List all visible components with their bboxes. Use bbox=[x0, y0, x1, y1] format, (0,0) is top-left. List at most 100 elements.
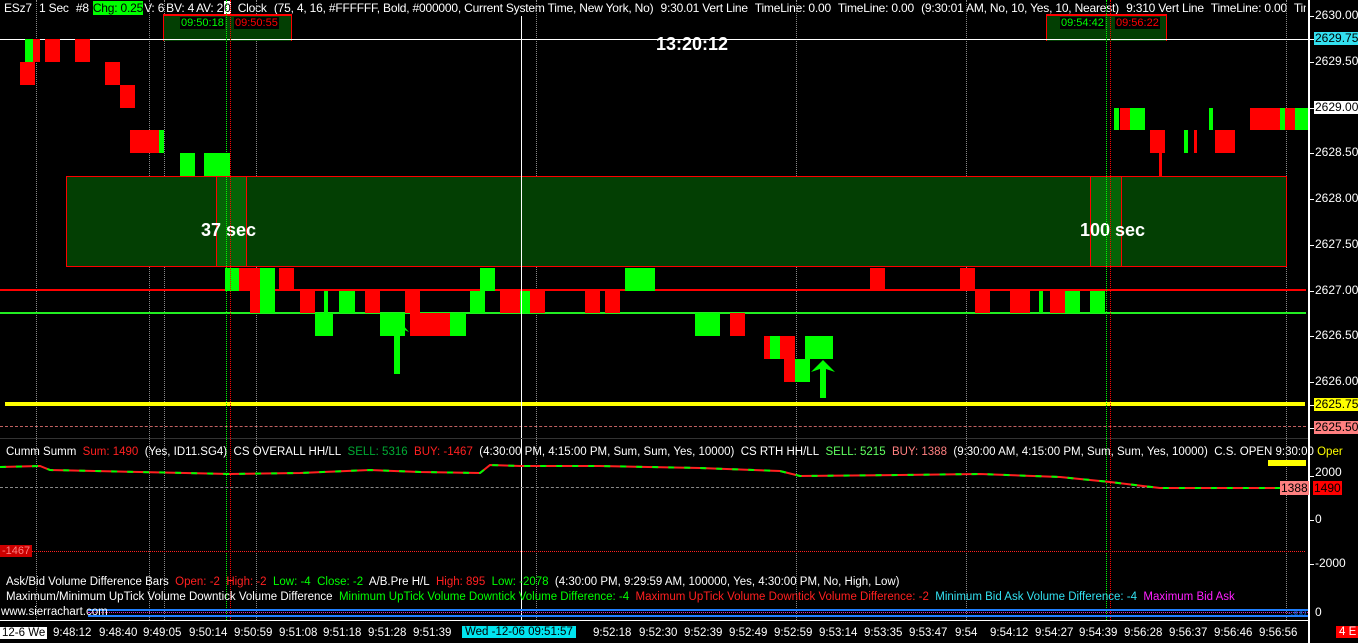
price-bar bbox=[960, 267, 975, 291]
chart-header: ESz7 1 Sec #8 Chg: 0.25V: 6 BV: 4 AV: 20 Cl… bbox=[4, 1, 1306, 15]
clock-study-params: (75, 4, 16, #FFFFFF, Bold, #000000, Curr… bbox=[273, 1, 654, 15]
price-bar bbox=[1090, 290, 1105, 314]
price-bar bbox=[1120, 107, 1130, 131]
price-bar bbox=[1209, 107, 1213, 131]
time-label: 9:50:59 bbox=[234, 627, 273, 639]
gridline bbox=[164, 0, 165, 620]
price-bar bbox=[500, 290, 520, 314]
price-bar bbox=[250, 290, 260, 314]
study-name: CS RTH HH/LL bbox=[740, 446, 820, 458]
vert-line-params: (9:30:01 AM, No, 10, Yes, 10, Nearest) bbox=[921, 1, 1119, 15]
price-bar bbox=[1130, 107, 1145, 131]
price-bar bbox=[975, 290, 990, 314]
gridline bbox=[36, 0, 37, 620]
price-bar bbox=[1184, 130, 1188, 154]
crosshair-vertical bbox=[521, 16, 522, 620]
rth-level-line bbox=[0, 487, 1280, 488]
high-value: High: -2 bbox=[226, 576, 267, 588]
price-bar bbox=[780, 336, 795, 360]
sell-value: SELL: 5316 bbox=[347, 446, 408, 458]
time-label: 9:54:39 bbox=[1079, 627, 1118, 639]
price-bar bbox=[20, 61, 35, 85]
price-bar bbox=[695, 313, 720, 337]
price-bar bbox=[1065, 290, 1080, 314]
price-bar bbox=[1280, 107, 1285, 131]
level-line-yellow[interactable] bbox=[5, 402, 1305, 406]
axis-tick bbox=[1309, 16, 1314, 17]
price-bar bbox=[410, 313, 450, 337]
price-bar bbox=[795, 359, 810, 382]
session-start-line bbox=[226, 0, 227, 620]
price-bar bbox=[105, 61, 120, 85]
price-label: 2630.00 bbox=[1315, 8, 1358, 22]
volume-min-line bbox=[88, 615, 1308, 617]
price-label: 2629.00 bbox=[1314, 99, 1358, 114]
price-bar bbox=[204, 153, 230, 177]
cursor-time-label: Wed -12-06 09:51:57 bbox=[462, 626, 576, 638]
price-bar bbox=[180, 153, 195, 177]
time-label: 9:48:12 bbox=[53, 627, 92, 639]
study-name: CS OVERALL HH/LL bbox=[233, 446, 342, 458]
price-bar bbox=[25, 38, 33, 62]
price-label: 2628.50 bbox=[1315, 145, 1358, 160]
price-label: 2628.00 bbox=[1315, 191, 1358, 205]
axis-tick bbox=[1309, 427, 1314, 429]
session-end-line bbox=[230, 0, 231, 620]
level-line-dashed bbox=[0, 426, 1306, 427]
price-label: 2627.00 bbox=[1315, 282, 1358, 297]
study-params: (4:30:00 PM, 9:29:59 AM, 100000, Yes, 4:… bbox=[554, 576, 900, 588]
gridline bbox=[1286, 0, 1287, 620]
time-label: 9:53:35 bbox=[864, 627, 903, 639]
gridline bbox=[966, 0, 967, 620]
axis-tick bbox=[1309, 564, 1314, 565]
time-axis[interactable] bbox=[0, 620, 1308, 621]
sum-value-label: 1490 bbox=[1313, 481, 1342, 495]
level-line-green[interactable] bbox=[0, 312, 1306, 314]
uptick-legend: Maximum/Minimum UpTick Volume Downtick V… bbox=[6, 591, 1235, 604]
time-label: 9:52:39 bbox=[684, 627, 723, 639]
time-box-start: 09:54:42 bbox=[1060, 17, 1105, 29]
price-bar bbox=[1050, 290, 1065, 314]
open-marker bbox=[1268, 460, 1306, 466]
gridline bbox=[149, 0, 150, 620]
bid-volume: BV: 4 bbox=[166, 1, 195, 15]
axis-tick bbox=[1309, 244, 1314, 246]
price-bar bbox=[730, 313, 745, 337]
price-bar bbox=[585, 290, 600, 314]
price-bar bbox=[530, 290, 545, 314]
price-bar bbox=[625, 267, 655, 291]
vert-line-study-1: 9:30.01 Vert Line bbox=[660, 1, 749, 15]
price-bar bbox=[33, 38, 40, 62]
time-label: 9:52:30 bbox=[639, 627, 678, 639]
ask-volume: AV: 2 bbox=[196, 1, 224, 15]
time-label: 9:56:37 bbox=[1169, 627, 1208, 639]
price-bar bbox=[1285, 107, 1295, 131]
status-badge: 4 E bbox=[1336, 626, 1358, 638]
horizontal-line-white[interactable] bbox=[0, 39, 1308, 40]
low-value-label: -1467 bbox=[0, 545, 33, 557]
overall-low-line bbox=[0, 551, 1305, 552]
time-label: 9:53:47 bbox=[909, 627, 948, 639]
sell-value: SELL: 5215 bbox=[825, 446, 886, 458]
timeline-2: TimeLine: 0.00 bbox=[837, 1, 914, 15]
time-label: 9:54:27 bbox=[1035, 627, 1074, 639]
price-bar bbox=[405, 290, 420, 314]
price-bar bbox=[130, 130, 160, 154]
price-axis[interactable] bbox=[1308, 0, 1310, 643]
axis-tick bbox=[1309, 38, 1314, 40]
open-value: Oper bbox=[1317, 446, 1343, 458]
study-name: Ask/Bid Volume Difference Bars bbox=[6, 576, 169, 588]
price-bar bbox=[159, 130, 164, 154]
axis-label: 0 bbox=[1315, 512, 1322, 526]
price-bar bbox=[1039, 290, 1043, 314]
time-label: 9:49:05 bbox=[143, 627, 182, 639]
session-end-line bbox=[1110, 0, 1111, 620]
volume: V: 6 bbox=[144, 1, 165, 15]
pre-high-value: High: 895 bbox=[436, 576, 486, 588]
study-name: Cumm Summ bbox=[6, 446, 77, 458]
time-zone-rectangle[interactable] bbox=[66, 176, 1287, 267]
pre-low-value: Low: -2078 bbox=[491, 576, 549, 588]
axis-tick bbox=[1309, 61, 1314, 63]
axis-tick bbox=[1309, 290, 1314, 292]
timeline-4: TimeLi bbox=[1293, 1, 1306, 15]
